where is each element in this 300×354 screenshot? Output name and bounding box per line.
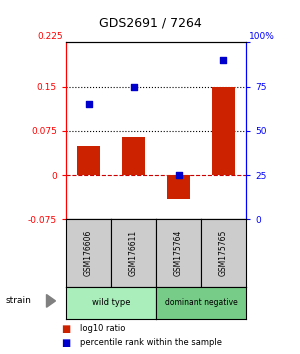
- Bar: [77, 146, 100, 175]
- Text: wild type: wild type: [92, 298, 130, 307]
- Text: GSM175764: GSM175764: [174, 230, 183, 276]
- Point: [131, 84, 136, 90]
- Bar: [167, 175, 190, 199]
- Text: GSM175765: GSM175765: [219, 230, 228, 276]
- Text: ■: ■: [61, 324, 70, 333]
- Text: ■: ■: [61, 338, 70, 348]
- Text: strain: strain: [6, 296, 32, 306]
- Text: GSM176611: GSM176611: [129, 230, 138, 276]
- Point: [86, 102, 91, 107]
- Point: [221, 57, 226, 63]
- Text: log10 ratio: log10 ratio: [80, 324, 125, 333]
- Bar: [122, 137, 145, 175]
- Text: GSM176606: GSM176606: [84, 230, 93, 276]
- Text: 100%: 100%: [249, 32, 275, 41]
- Polygon shape: [46, 295, 56, 307]
- Text: percentile rank within the sample: percentile rank within the sample: [80, 338, 221, 347]
- Bar: [212, 87, 235, 175]
- Text: dominant negative: dominant negative: [165, 298, 237, 307]
- Text: 0.225: 0.225: [38, 32, 63, 41]
- Point: [176, 172, 181, 178]
- Text: GDS2691 / 7264: GDS2691 / 7264: [99, 17, 201, 29]
